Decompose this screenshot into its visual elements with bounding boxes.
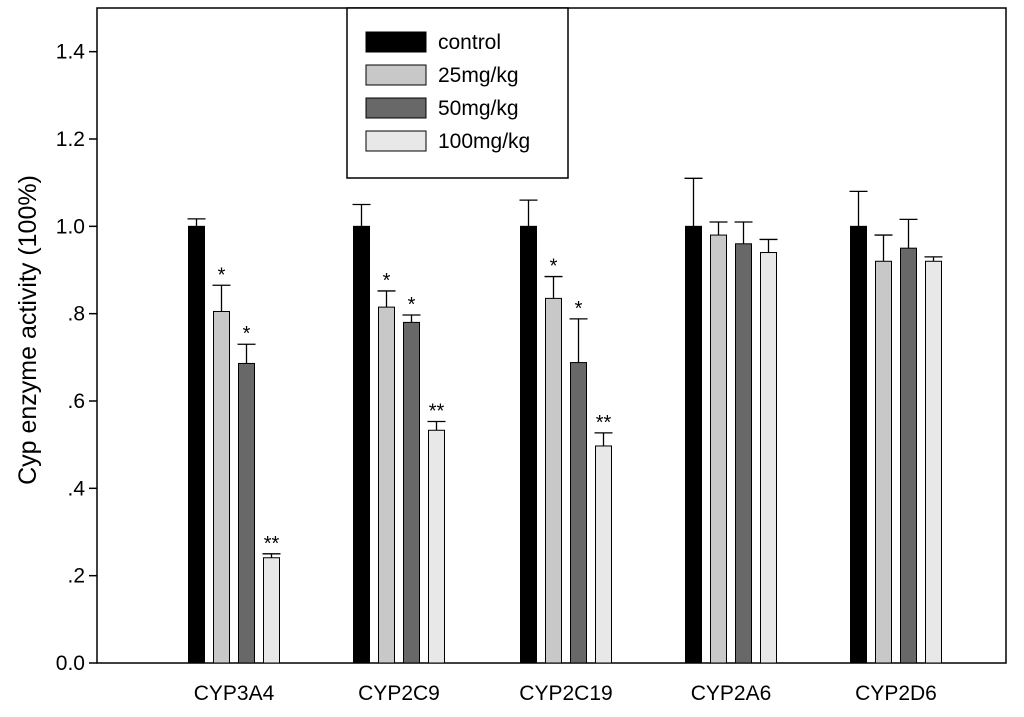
legend-label: control <box>438 31 501 54</box>
significance-label: * <box>218 264 226 286</box>
y-tick-label: 1.2 <box>56 128 85 151</box>
error-bars <box>187 177 943 558</box>
bars <box>188 225 942 664</box>
significance-label: ** <box>429 401 445 423</box>
y-tick-label: 1.4 <box>56 41 86 64</box>
significance-label: * <box>550 256 558 278</box>
legend-swatch <box>365 31 427 53</box>
bar <box>925 260 942 664</box>
bar <box>428 429 445 664</box>
bar <box>900 247 917 664</box>
y-tick-label: 1.0 <box>56 215 85 238</box>
bar <box>263 557 280 664</box>
legend-label: 25mg/kg <box>438 64 519 87</box>
bar <box>685 225 702 664</box>
bar <box>875 260 892 664</box>
bar <box>735 243 752 664</box>
bar <box>403 321 420 664</box>
bar <box>570 362 587 664</box>
significance-label: * <box>243 323 251 345</box>
x-tick-label: CYP2D6 <box>855 682 937 705</box>
bar <box>353 225 370 664</box>
bar <box>238 362 255 664</box>
bar <box>188 225 205 664</box>
bar <box>520 225 537 664</box>
y-axis-title: Cyp enzyme activity (100%) <box>14 175 42 485</box>
legend-swatch <box>365 64 427 86</box>
bar <box>213 310 230 664</box>
y-tick-label: .6 <box>67 390 85 413</box>
significance-label: * <box>408 294 416 316</box>
y-tick-label: .8 <box>67 303 85 326</box>
bar <box>850 225 867 664</box>
bar <box>760 252 777 664</box>
tick-labels: 0.0.2.4.6.81.01.21.4CYP3A4****CYP2C9****… <box>56 41 937 705</box>
x-tick-label: CYP3A4 <box>194 682 275 705</box>
significance-label: * <box>383 270 391 292</box>
bar <box>595 445 612 664</box>
bar <box>378 306 395 664</box>
legend-swatch <box>365 130 427 152</box>
x-tick-label: CYP2C9 <box>358 682 440 705</box>
x-tick-label: CYP2C19 <box>519 682 612 705</box>
legend-label: 100mg/kg <box>438 130 530 153</box>
significance-label: ** <box>264 533 280 555</box>
legend-label: 50mg/kg <box>438 97 519 120</box>
y-tick-label: .2 <box>67 565 85 588</box>
significance-label: * <box>575 298 583 320</box>
bar <box>710 234 727 664</box>
y-tick-label: 0.0 <box>56 652 85 675</box>
x-tick-label: CYP2A6 <box>691 682 772 705</box>
legend: control 25mg/kg 50mg/kg 100mg/kg <box>346 7 569 179</box>
legend-swatch <box>365 97 427 119</box>
significance-label: ** <box>596 412 612 434</box>
y-tick-label: .4 <box>67 477 85 500</box>
bar <box>545 297 562 664</box>
